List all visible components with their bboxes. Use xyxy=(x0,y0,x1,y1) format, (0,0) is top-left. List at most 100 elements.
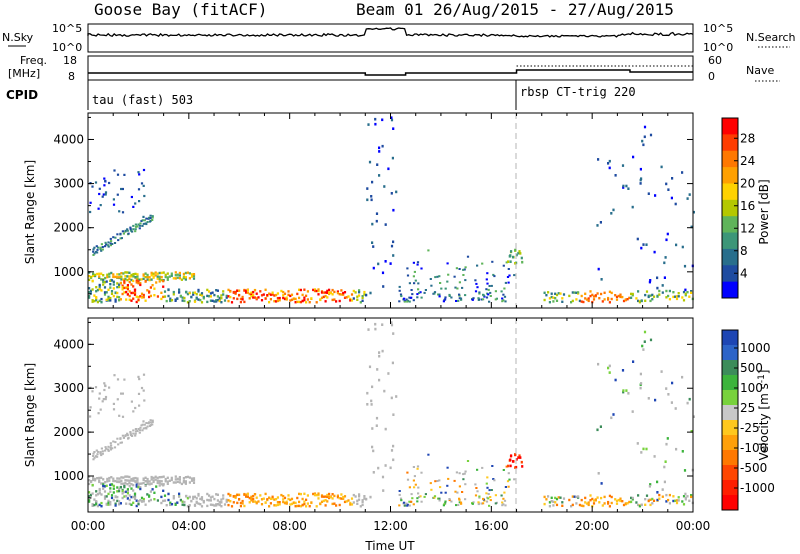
velocity-cell xyxy=(170,476,173,480)
velocity-cell xyxy=(250,497,253,501)
power-cell xyxy=(158,271,161,275)
power-cell xyxy=(114,298,117,301)
velocity-cell xyxy=(287,494,290,497)
power-cell xyxy=(197,290,200,293)
power-cell xyxy=(114,236,117,239)
velocity-cell xyxy=(550,500,553,503)
velocity-cell xyxy=(142,481,145,485)
power-cell xyxy=(641,139,644,143)
power-cell xyxy=(193,300,197,303)
velocity-cell xyxy=(109,500,112,504)
velocity-cell xyxy=(128,498,131,502)
velocity-cell xyxy=(112,402,115,405)
velocity-cell xyxy=(475,487,478,489)
power-cell xyxy=(568,294,571,298)
power-cell xyxy=(482,293,485,296)
power-cell xyxy=(123,280,126,284)
velocity-cell xyxy=(262,497,265,500)
velocity-cell xyxy=(550,496,553,499)
power-cell xyxy=(446,280,449,283)
velocity-cell xyxy=(105,502,108,506)
power-cell xyxy=(98,299,101,302)
power-cell xyxy=(124,277,127,281)
power-cell xyxy=(400,295,403,298)
power-cell xyxy=(273,300,276,303)
velocity-cell xyxy=(139,499,142,502)
velocity-cell xyxy=(414,483,417,486)
velocity-cell xyxy=(156,481,159,485)
power-cell xyxy=(461,286,464,289)
power-cell xyxy=(424,289,427,291)
power-cell xyxy=(137,188,141,191)
velocity-cell xyxy=(390,449,394,452)
power-cell xyxy=(97,207,100,210)
velocity-cell xyxy=(146,425,149,428)
velocity-cell xyxy=(125,490,128,493)
velocity-cell xyxy=(138,378,141,381)
power-cell xyxy=(99,246,102,249)
velocity-cell xyxy=(509,464,512,468)
power-cell xyxy=(433,291,437,294)
velocity-cell xyxy=(197,492,200,496)
velocity-cell xyxy=(223,503,227,506)
velocity-cell xyxy=(584,496,587,500)
velocity-cell xyxy=(433,495,437,498)
power-cell xyxy=(336,291,339,295)
power-cell xyxy=(490,284,493,287)
velocity-cell xyxy=(656,498,659,502)
velocity-cell xyxy=(120,392,123,395)
velocity-cell xyxy=(141,423,144,426)
velocity-cell xyxy=(88,500,91,503)
power-cell xyxy=(128,275,131,278)
velocity-cell xyxy=(128,475,131,479)
colorbar-swatch xyxy=(722,480,738,496)
velocity-cell xyxy=(144,503,147,506)
velocity-cell xyxy=(482,497,485,500)
power-cell xyxy=(117,239,120,242)
velocity-cell xyxy=(420,500,423,503)
velocity-cell xyxy=(684,492,687,496)
velocity-cell xyxy=(412,503,415,506)
power-cell xyxy=(123,286,126,290)
power-cell xyxy=(502,264,505,267)
velocity-cell xyxy=(103,485,107,488)
power-cell xyxy=(442,300,445,303)
velocity-cell xyxy=(162,475,165,478)
power-cell xyxy=(158,275,161,279)
velocity-cell xyxy=(517,456,520,459)
velocity-cell xyxy=(674,407,677,410)
velocity-cell xyxy=(98,397,101,400)
velocity-cell xyxy=(162,489,165,492)
velocity-cell xyxy=(382,489,385,492)
velocity-cell xyxy=(125,502,128,505)
velocity-cell xyxy=(141,429,144,432)
power-cell xyxy=(206,288,209,292)
velocity-cell xyxy=(135,504,138,508)
power-cell xyxy=(222,290,225,293)
velocity-cell xyxy=(119,502,122,505)
power-cell xyxy=(96,300,99,304)
power-cell xyxy=(418,291,421,294)
power-cell xyxy=(168,275,171,278)
velocity-cell xyxy=(130,479,133,482)
velocity-cell xyxy=(257,500,260,503)
velocity-cell xyxy=(143,399,146,402)
velocity-cell xyxy=(131,435,134,437)
velocity-cell xyxy=(301,497,304,501)
velocity-cell xyxy=(144,476,147,479)
beam-date-title: Beam 01 26/Aug/2015 - 27/Aug/2015 xyxy=(356,0,674,19)
power-cell xyxy=(98,276,101,279)
velocity-cell xyxy=(134,406,137,410)
velocity-cell xyxy=(112,408,116,411)
velocity-cell xyxy=(252,500,255,503)
velocity-cell xyxy=(490,489,493,491)
velocity-cell xyxy=(174,481,177,484)
power-cell xyxy=(142,293,145,297)
velocity-cell xyxy=(608,364,611,368)
power-cell xyxy=(118,283,121,286)
power-cell xyxy=(584,297,587,300)
velocity-cell xyxy=(494,494,497,497)
power-cell xyxy=(109,296,112,300)
power-cell xyxy=(127,232,130,235)
power-cell xyxy=(582,300,585,304)
